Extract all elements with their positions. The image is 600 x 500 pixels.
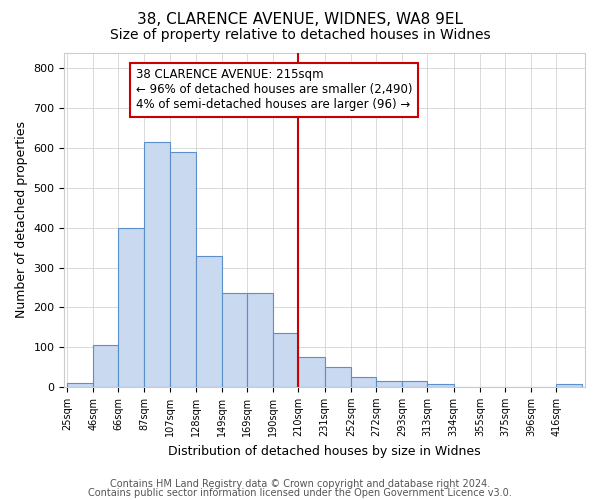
Bar — [118, 228, 145, 387]
Bar — [196, 256, 222, 387]
Bar — [298, 357, 325, 387]
Bar — [145, 142, 170, 387]
X-axis label: Distribution of detached houses by size in Widnes: Distribution of detached houses by size … — [169, 444, 481, 458]
Bar — [402, 381, 427, 387]
Bar — [67, 383, 93, 387]
Text: 38, CLARENCE AVENUE, WIDNES, WA8 9EL: 38, CLARENCE AVENUE, WIDNES, WA8 9EL — [137, 12, 463, 28]
Bar — [170, 152, 196, 387]
Text: 38 CLARENCE AVENUE: 215sqm
← 96% of detached houses are smaller (2,490)
4% of se: 38 CLARENCE AVENUE: 215sqm ← 96% of deta… — [136, 68, 412, 112]
Y-axis label: Number of detached properties: Number of detached properties — [15, 121, 28, 318]
Text: Contains public sector information licensed under the Open Government Licence v3: Contains public sector information licen… — [88, 488, 512, 498]
Bar — [274, 333, 298, 387]
Text: Size of property relative to detached houses in Widnes: Size of property relative to detached ho… — [110, 28, 490, 42]
Bar — [325, 367, 351, 387]
Bar — [556, 384, 583, 387]
Bar — [222, 294, 247, 387]
Bar — [376, 381, 402, 387]
Bar — [247, 294, 274, 387]
Bar — [427, 384, 454, 387]
Text: Contains HM Land Registry data © Crown copyright and database right 2024.: Contains HM Land Registry data © Crown c… — [110, 479, 490, 489]
Bar — [93, 345, 118, 387]
Bar — [351, 377, 376, 387]
